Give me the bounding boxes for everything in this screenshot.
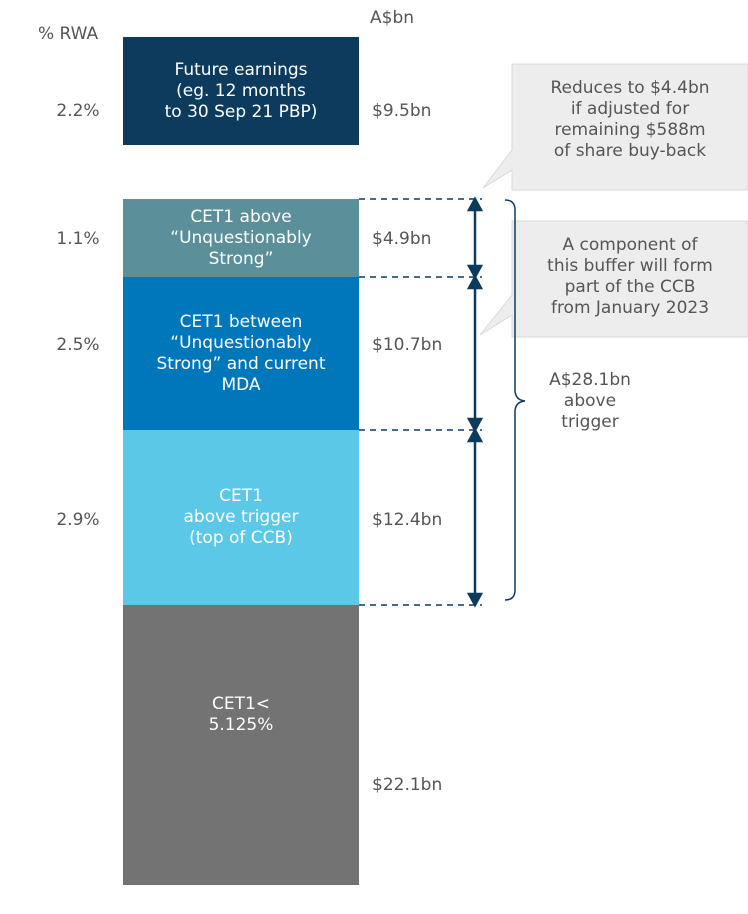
amount-label: $22.1bn bbox=[372, 775, 443, 795]
block: Future earnings (eg. 12 months to 30 Sep… bbox=[123, 37, 359, 145]
arrows bbox=[466, 196, 484, 608]
block: CET1 between “Unquestionably Strong” and… bbox=[123, 277, 359, 430]
pct-label: 1.1% bbox=[56, 229, 100, 249]
amount-label: $4.9bn bbox=[372, 229, 432, 249]
amount-header: A$bn bbox=[370, 8, 415, 28]
amount-label: $12.4bn bbox=[372, 510, 443, 530]
callout-text: A component of this buffer will form par… bbox=[547, 235, 713, 318]
pct-label: 2.5% bbox=[56, 335, 100, 355]
callout-box bbox=[479, 220, 748, 338]
bracket bbox=[504, 199, 526, 601]
callout-box bbox=[482, 63, 748, 191]
pct-header: % RWA bbox=[38, 24, 99, 44]
dashed-lines bbox=[359, 198, 482, 606]
callout-text: Reduces to $4.4bn if adjusted for remain… bbox=[550, 78, 710, 161]
bracket-label: A$28.1bn above trigger bbox=[549, 370, 631, 432]
pct-label: 2.2% bbox=[56, 101, 100, 121]
amount-label: $9.5bn bbox=[372, 101, 432, 121]
amount-label: $10.7bn bbox=[372, 335, 443, 355]
pct-label: 2.9% bbox=[56, 510, 100, 530]
block: CET1 above “Unquestionably Strong” bbox=[123, 199, 359, 277]
block: CET1 above trigger (top of CCB) bbox=[123, 430, 359, 605]
block: CET1< 5.125% bbox=[123, 605, 359, 885]
